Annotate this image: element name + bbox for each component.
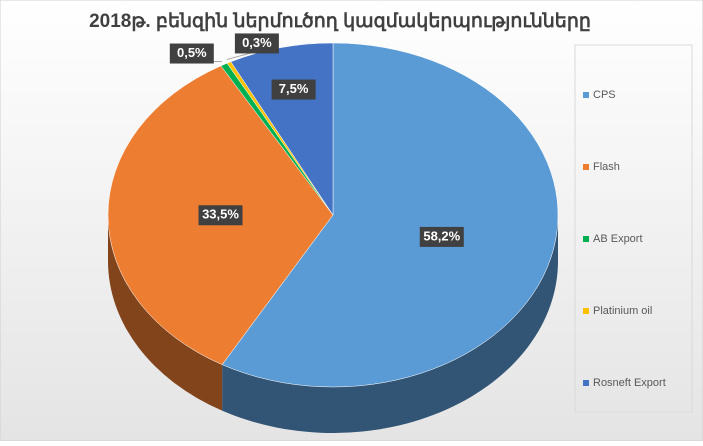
chart-title: 2018թ. բենզին ներմուծող կազմակերպություն… <box>89 11 591 32</box>
slice-side <box>108 215 223 411</box>
legend-marker <box>583 380 589 386</box>
legend-label: Flash <box>593 161 620 173</box>
data-label: 7,5% <box>279 81 309 96</box>
data-label: 0,3% <box>242 35 272 50</box>
label-box <box>198 205 243 226</box>
label-box <box>234 33 279 54</box>
legend-marker <box>583 308 589 314</box>
label-box <box>169 43 214 64</box>
data-label: 58,2% <box>423 228 460 243</box>
slice <box>221 42 559 388</box>
legend-label: AB Export <box>593 233 643 245</box>
label-box <box>419 226 464 247</box>
label-box <box>271 79 316 100</box>
slice-side <box>222 215 558 433</box>
legend-box <box>574 44 693 413</box>
legend-marker <box>583 236 589 242</box>
legend-label: Platinium oil <box>593 305 652 317</box>
data-label: 33,5% <box>202 207 239 222</box>
legend-label: Rosneft Export <box>593 377 666 389</box>
data-label: 0,5% <box>177 45 207 60</box>
legend-marker <box>583 92 589 98</box>
legend-marker <box>583 164 589 170</box>
legend-label: CPS <box>593 89 616 101</box>
